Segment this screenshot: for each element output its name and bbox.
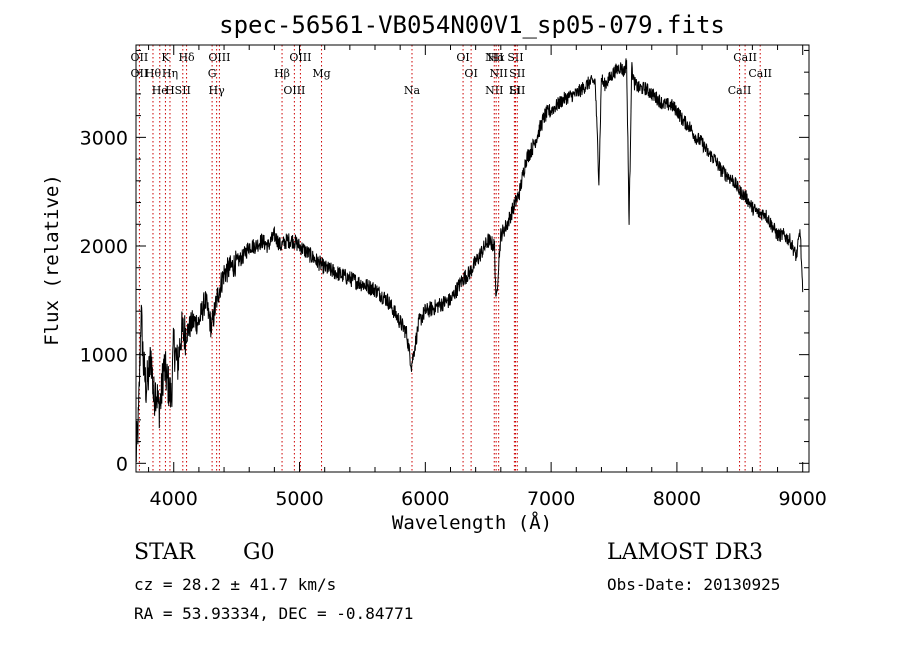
line-marker-label: OIII <box>289 51 311 64</box>
y-axis-label: Flux (relative) <box>41 174 63 346</box>
line-marker-label: SII <box>509 67 525 80</box>
x-tick-label: 6000 <box>401 488 449 510</box>
redshift-value: cz = 28.2 ± 41.7 km/s <box>134 575 337 594</box>
x-tick-label: 4000 <box>150 488 198 510</box>
x-tick-label: 8000 <box>653 488 701 510</box>
x-tick-label: 9000 <box>779 488 827 510</box>
y-tick-label: 2000 <box>80 236 128 258</box>
line-marker-label: CaII <box>748 67 772 80</box>
line-marker-label: Hθ <box>145 67 162 80</box>
line-marker-label: Na <box>404 84 421 97</box>
line-marker-label: Hγ <box>209 84 226 97</box>
line-marker-label: OIII <box>208 51 230 64</box>
line-marker-label: Mg <box>312 67 330 80</box>
line-marker-label: CaII <box>728 84 752 97</box>
survey-name: LAMOST DR3 <box>607 540 763 565</box>
line-marker-label: SII <box>509 84 525 97</box>
object-class: STAR <box>134 540 195 565</box>
x-tick-label: 5000 <box>275 488 323 510</box>
line-marker-label: CaII <box>733 51 757 64</box>
line-marker-label: Hα <box>488 51 506 64</box>
observation-date: Obs-Date: 20130925 <box>607 575 781 594</box>
sky-coordinates: RA = 53.93334, DEC = -0.84771 <box>134 604 414 623</box>
line-marker-label: OI <box>456 51 469 64</box>
line-marker-label: Li <box>509 84 520 97</box>
line-marker-label: OIII <box>283 84 305 97</box>
line-marker-label: H <box>165 84 175 97</box>
line-marker-label: NII <box>485 84 503 97</box>
chart-title: spec-56561-VB054N00V1_sp05-079.fits <box>219 11 725 39</box>
line-marker-label: SII <box>507 51 523 64</box>
line-marker-label: NII <box>490 67 508 80</box>
line-marker-label: Hδ <box>178 51 195 64</box>
x-axis-ticks: 4000 5000 6000 7000 8000 9000 <box>148 45 827 510</box>
spectral-subclass: G0 <box>243 540 275 565</box>
line-marker-label: He <box>152 84 168 97</box>
line-marker-label: OII <box>131 51 149 64</box>
y-tick-label: 0 <box>116 453 128 475</box>
line-marker-label: OI <box>464 67 477 80</box>
x-tick-label: 7000 <box>527 488 575 510</box>
line-marker-label: Hη <box>162 67 178 80</box>
line-marker-label: OII <box>131 67 149 80</box>
spectrum-series <box>135 58 804 463</box>
plot-frame <box>135 44 810 473</box>
line-marker-label: Hβ <box>274 67 290 80</box>
x-axis-label: Wavelength (Å) <box>392 511 552 534</box>
line-marker-label: K <box>161 51 170 64</box>
y-tick-label: 1000 <box>80 345 128 367</box>
line-marker-label: G <box>208 67 217 80</box>
spectrum-line <box>135 58 804 463</box>
y-tick-label: 3000 <box>80 127 128 149</box>
line-marker-label: SII <box>175 84 191 97</box>
y-axis-ticks: 0 1000 2000 3000 <box>80 49 809 475</box>
